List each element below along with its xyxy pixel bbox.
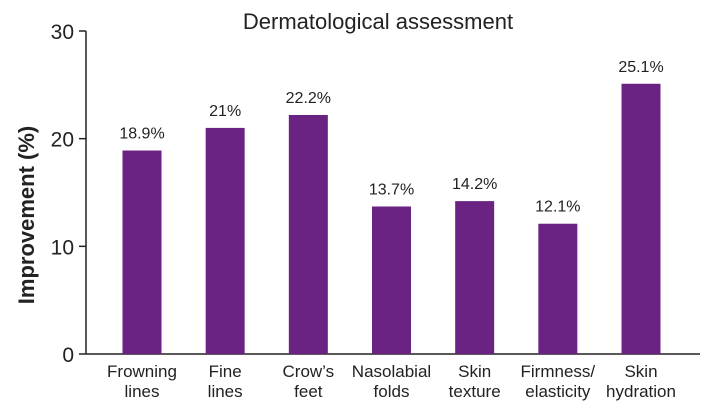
x-tick-label: texture xyxy=(449,382,501,401)
x-tick-label: elasticity xyxy=(525,382,591,401)
y-axis-label: Improvement (%) xyxy=(14,126,39,304)
x-tick-label: feet xyxy=(294,382,323,401)
bar xyxy=(621,83,661,355)
bars xyxy=(122,83,661,355)
data-label: 21% xyxy=(209,103,241,120)
x-tick-label: Skin xyxy=(624,362,657,381)
data-label: 13.7% xyxy=(369,181,414,198)
data-label: 12.1% xyxy=(535,199,580,216)
x-tick-label: Skin xyxy=(458,362,491,381)
data-labels: 18.9% 21% 22.2% 13.7% 14.2% 12.1% 25.1% xyxy=(119,59,663,216)
bar xyxy=(205,127,245,355)
bar xyxy=(455,201,495,354)
x-tick-labels: FrowninglinesFinelinesCrow’sfeetNasolabi… xyxy=(107,362,676,401)
data-label: 18.9% xyxy=(119,126,164,143)
x-tick-label: hydration xyxy=(606,382,676,401)
y-tick-label: 0 xyxy=(62,344,74,367)
x-tick-label: Frowning xyxy=(107,362,177,381)
bar xyxy=(122,150,162,354)
chart-title: Dermatological assessment xyxy=(243,9,513,34)
x-tick-label: lines xyxy=(125,382,160,401)
bar xyxy=(372,206,411,354)
data-label: 22.2% xyxy=(286,90,331,107)
x-tick-label: Firmness/ xyxy=(521,362,596,381)
x-tick-label: folds xyxy=(374,382,410,401)
y-tick-label: 10 xyxy=(51,236,74,259)
data-label: 25.1% xyxy=(618,59,663,76)
y-axis: 0 10 20 30 xyxy=(51,21,87,367)
x-tick-label: Crow’s xyxy=(283,362,335,381)
x-tick-label: lines xyxy=(208,382,243,401)
bar xyxy=(288,114,328,354)
y-tick-label: 20 xyxy=(51,129,74,152)
bar xyxy=(538,223,578,354)
x-tick-label: Nasolabial xyxy=(352,362,431,381)
y-tick-label: 30 xyxy=(51,21,74,44)
x-tick-label: Fine xyxy=(209,362,242,381)
data-label: 14.2% xyxy=(452,176,497,193)
